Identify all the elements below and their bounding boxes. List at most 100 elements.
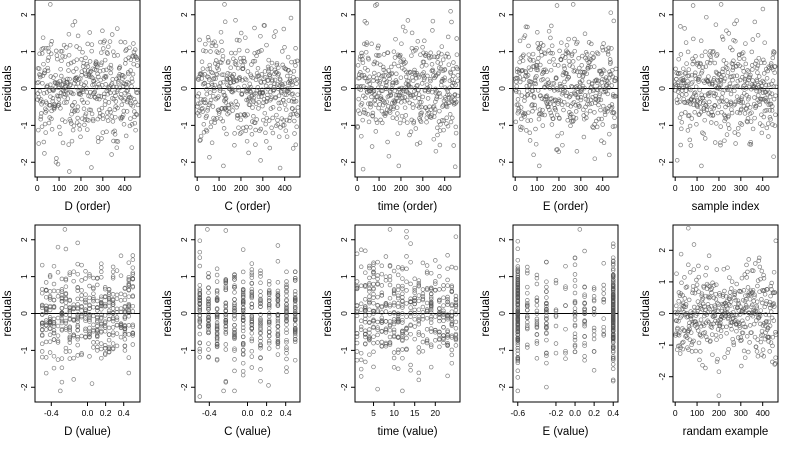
data-point [276, 100, 282, 106]
data-point [281, 26, 287, 32]
data-point [695, 99, 700, 104]
data-point [206, 275, 211, 280]
data-point [41, 91, 47, 96]
data-point [450, 73, 456, 79]
data-point [575, 39, 580, 45]
data-point [591, 325, 597, 331]
data-point [752, 19, 758, 25]
data-point [273, 29, 278, 34]
data-point [684, 83, 690, 88]
data-point [391, 49, 397, 54]
data-point [63, 84, 69, 90]
data-point [63, 349, 69, 354]
data-point [130, 284, 136, 290]
data-point [764, 125, 770, 131]
data-point [250, 75, 256, 81]
y-tick-label: -2 [497, 158, 507, 166]
data-point [416, 74, 422, 80]
data-point [111, 138, 116, 144]
data-point [214, 332, 220, 338]
data-point [200, 106, 205, 111]
data-point [395, 131, 400, 136]
data-point [773, 112, 778, 118]
data-point [424, 327, 430, 332]
data-point [534, 63, 540, 68]
data-point [266, 295, 272, 301]
data-point [726, 346, 731, 352]
data-point [570, 59, 576, 64]
data-point [699, 163, 704, 169]
data-point [760, 300, 765, 306]
data-point [66, 31, 72, 37]
data-point [67, 169, 72, 174]
y-tick-label: 2 [657, 248, 667, 253]
data-point [269, 60, 275, 66]
data-point [206, 285, 211, 291]
data-point [383, 278, 389, 283]
data-point [679, 280, 684, 286]
data-point [292, 298, 298, 303]
data-point [63, 277, 69, 283]
data-point [544, 295, 549, 300]
data-point [550, 51, 555, 56]
data-point [565, 118, 570, 123]
data-point [47, 273, 53, 278]
data-point [400, 95, 405, 101]
data-point [86, 118, 91, 123]
data-point [61, 77, 66, 83]
data-point [249, 132, 255, 137]
data-point [423, 51, 429, 56]
data-point [398, 75, 404, 80]
data-point [420, 333, 426, 338]
data-point [518, 105, 524, 110]
data-point [59, 312, 65, 318]
data-point [720, 37, 726, 42]
y-axis-label: residuals [322, 290, 334, 336]
data-point [675, 100, 680, 106]
data-point [110, 346, 116, 352]
data-point [395, 272, 401, 278]
data-point [721, 78, 727, 84]
data-point [399, 41, 404, 46]
data-point [408, 331, 413, 337]
data-point [448, 71, 454, 76]
data-point [208, 97, 214, 103]
data-point [134, 87, 139, 93]
data-point [63, 246, 69, 252]
data-point [222, 2, 227, 7]
data-point [439, 51, 444, 57]
data-point [99, 261, 104, 266]
data-point [258, 323, 263, 329]
data-point [363, 297, 368, 302]
y-tick-label: 2 [339, 237, 349, 242]
data-point [95, 348, 100, 353]
data-point [529, 103, 534, 108]
data-point [420, 339, 426, 345]
data-point [424, 62, 429, 68]
data-point [605, 91, 610, 97]
data-point [130, 257, 136, 262]
data-point [292, 289, 298, 294]
data-point [211, 76, 216, 82]
data-point [264, 42, 269, 48]
data-point [584, 111, 589, 116]
data-point [544, 259, 549, 265]
data-point [589, 41, 594, 47]
data-point [96, 74, 101, 80]
data-point [557, 116, 562, 121]
data-point [75, 115, 80, 121]
data-point [764, 76, 770, 81]
y-tick-label: -2 [657, 373, 667, 381]
data-point [208, 124, 214, 130]
data-point [416, 87, 421, 93]
data-point [79, 314, 84, 320]
data-point [544, 337, 549, 343]
x-axis-label: C (order) [224, 201, 270, 213]
data-point [710, 352, 715, 357]
data-point [39, 51, 45, 56]
data-point [114, 139, 119, 144]
data-point [686, 225, 691, 231]
data-point [122, 337, 128, 342]
data-point [230, 108, 235, 113]
data-point [546, 28, 552, 34]
